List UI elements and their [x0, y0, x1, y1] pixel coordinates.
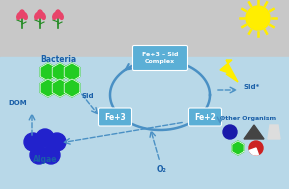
Circle shape: [48, 133, 66, 151]
Polygon shape: [40, 79, 56, 97]
Circle shape: [249, 141, 263, 155]
Bar: [0, 0, 289, 57]
Polygon shape: [64, 63, 80, 81]
Polygon shape: [220, 60, 238, 82]
Circle shape: [223, 125, 237, 139]
FancyBboxPatch shape: [132, 46, 188, 70]
Circle shape: [246, 6, 270, 30]
Wedge shape: [249, 148, 258, 155]
Ellipse shape: [41, 13, 45, 19]
FancyBboxPatch shape: [188, 108, 221, 126]
Polygon shape: [244, 125, 264, 139]
Ellipse shape: [17, 13, 21, 19]
Circle shape: [42, 146, 60, 164]
Ellipse shape: [38, 10, 42, 18]
Polygon shape: [232, 141, 244, 155]
Polygon shape: [64, 79, 80, 97]
Text: Algae: Algae: [33, 155, 57, 164]
Text: Fe+2: Fe+2: [194, 112, 216, 122]
Ellipse shape: [59, 13, 63, 19]
Text: Fe+3 – Sid
Complex: Fe+3 – Sid Complex: [142, 52, 178, 64]
Polygon shape: [52, 63, 68, 81]
Text: O₂: O₂: [157, 165, 167, 174]
Polygon shape: [40, 63, 56, 81]
Ellipse shape: [55, 10, 60, 18]
Polygon shape: [52, 79, 68, 97]
Text: DOM: DOM: [9, 100, 27, 106]
Circle shape: [36, 129, 54, 147]
Ellipse shape: [23, 13, 27, 19]
Text: Other Organism: Other Organism: [220, 116, 276, 121]
Bar: [0, 57, 289, 189]
Text: Fe+3: Fe+3: [104, 112, 126, 122]
Circle shape: [24, 133, 42, 151]
Text: Sid: Sid: [82, 94, 94, 99]
Ellipse shape: [35, 13, 39, 19]
Polygon shape: [268, 125, 280, 139]
FancyBboxPatch shape: [99, 108, 131, 126]
Circle shape: [30, 146, 48, 164]
Text: Sid*: Sid*: [243, 84, 259, 90]
Ellipse shape: [53, 13, 57, 19]
Text: Bacteria: Bacteria: [40, 55, 76, 64]
Ellipse shape: [19, 10, 25, 18]
